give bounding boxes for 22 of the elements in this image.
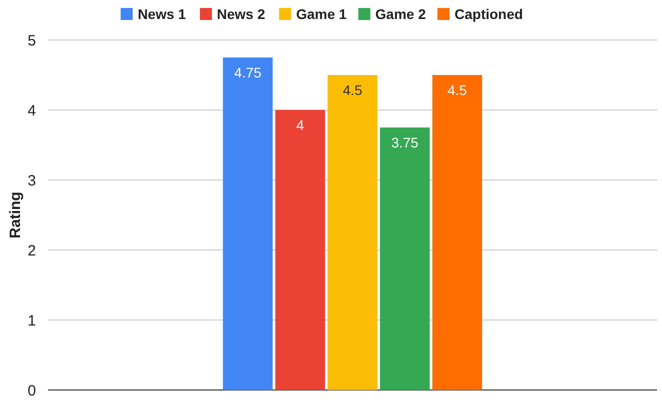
- y-tick-label: 4: [28, 102, 36, 120]
- legend-label: News 1: [138, 6, 186, 22]
- bar: [222, 58, 273, 390]
- y-tick-label: 2: [28, 242, 36, 260]
- data-label: 4: [296, 117, 304, 133]
- data-label: 4.5: [342, 82, 362, 98]
- legend-label: Game 2: [375, 6, 426, 22]
- legend-label: Captioned: [454, 6, 523, 22]
- data-label: 3.75: [391, 134, 419, 150]
- y-tick-label: 1: [28, 312, 36, 330]
- y-tick-label: 3: [28, 172, 36, 190]
- y-axis-title: Rating: [7, 192, 24, 238]
- y-tick-label: 5: [28, 32, 36, 50]
- bar: [380, 128, 430, 390]
- data-label: 4.75: [234, 64, 262, 80]
- bar: [432, 75, 482, 390]
- legend-label: News 2: [216, 6, 266, 22]
- bar: [275, 110, 326, 390]
- data-label: 4.5: [447, 82, 468, 98]
- bar: [328, 75, 378, 390]
- legend-label: Game 1: [296, 6, 347, 22]
- y-tick-label: 0: [28, 382, 36, 400]
